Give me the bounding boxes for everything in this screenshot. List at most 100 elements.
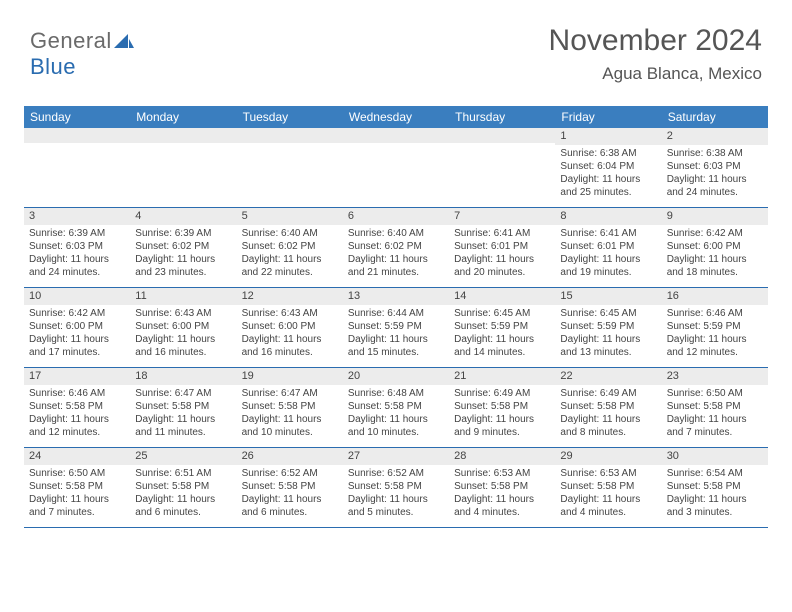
day-number: 27 bbox=[343, 448, 449, 465]
calendar-body: 1Sunrise: 6:38 AMSunset: 6:04 PMDaylight… bbox=[24, 128, 768, 528]
header-right: November 2024 Agua Blanca, Mexico bbox=[549, 24, 762, 84]
day-number: 15 bbox=[555, 288, 661, 305]
dow-row: Sunday Monday Tuesday Wednesday Thursday… bbox=[24, 106, 768, 128]
sunset-text: Sunset: 6:00 PM bbox=[667, 240, 763, 253]
sunrise-text: Sunrise: 6:39 AM bbox=[29, 227, 125, 240]
day-cell bbox=[130, 128, 236, 208]
day-cell: 27Sunrise: 6:52 AMSunset: 5:58 PMDayligh… bbox=[343, 448, 449, 528]
day-number: 21 bbox=[449, 368, 555, 385]
daylight-text: Daylight: 11 hours and 15 minutes. bbox=[348, 333, 444, 359]
day-body: Sunrise: 6:50 AMSunset: 5:58 PMDaylight:… bbox=[662, 385, 768, 447]
day-body: Sunrise: 6:38 AMSunset: 6:04 PMDaylight:… bbox=[555, 145, 661, 207]
sunset-text: Sunset: 6:00 PM bbox=[29, 320, 125, 333]
sunset-text: Sunset: 5:58 PM bbox=[29, 480, 125, 493]
daylight-text: Daylight: 11 hours and 7 minutes. bbox=[29, 493, 125, 519]
day-body bbox=[449, 143, 555, 205]
sunrise-text: Sunrise: 6:43 AM bbox=[242, 307, 338, 320]
day-cell: 30Sunrise: 6:54 AMSunset: 5:58 PMDayligh… bbox=[662, 448, 768, 528]
daylight-text: Daylight: 11 hours and 21 minutes. bbox=[348, 253, 444, 279]
day-number: 12 bbox=[237, 288, 343, 305]
location: Agua Blanca, Mexico bbox=[549, 64, 762, 84]
day-cell: 3Sunrise: 6:39 AMSunset: 6:03 PMDaylight… bbox=[24, 208, 130, 288]
sunrise-text: Sunrise: 6:40 AM bbox=[348, 227, 444, 240]
daylight-text: Daylight: 11 hours and 7 minutes. bbox=[667, 413, 763, 439]
dow-thursday: Thursday bbox=[449, 106, 555, 128]
sunrise-text: Sunrise: 6:51 AM bbox=[135, 467, 231, 480]
day-number: 22 bbox=[555, 368, 661, 385]
day-body: Sunrise: 6:49 AMSunset: 5:58 PMDaylight:… bbox=[449, 385, 555, 447]
daylight-text: Daylight: 11 hours and 6 minutes. bbox=[135, 493, 231, 519]
daylight-text: Daylight: 11 hours and 19 minutes. bbox=[560, 253, 656, 279]
day-body: Sunrise: 6:41 AMSunset: 6:01 PMDaylight:… bbox=[449, 225, 555, 287]
sunrise-text: Sunrise: 6:53 AM bbox=[560, 467, 656, 480]
day-number: 5 bbox=[237, 208, 343, 225]
daylight-text: Daylight: 11 hours and 4 minutes. bbox=[454, 493, 550, 519]
sunset-text: Sunset: 5:58 PM bbox=[135, 400, 231, 413]
day-number: 13 bbox=[343, 288, 449, 305]
day-body bbox=[24, 143, 130, 205]
logo-sail-icon bbox=[114, 34, 134, 50]
sunrise-text: Sunrise: 6:38 AM bbox=[560, 147, 656, 160]
sunrise-text: Sunrise: 6:53 AM bbox=[454, 467, 550, 480]
sunset-text: Sunset: 5:58 PM bbox=[454, 400, 550, 413]
dow-saturday: Saturday bbox=[662, 106, 768, 128]
daylight-text: Daylight: 11 hours and 22 minutes. bbox=[242, 253, 338, 279]
day-cell: 1Sunrise: 6:38 AMSunset: 6:04 PMDaylight… bbox=[555, 128, 661, 208]
daylight-text: Daylight: 11 hours and 11 minutes. bbox=[135, 413, 231, 439]
day-body: Sunrise: 6:45 AMSunset: 5:59 PMDaylight:… bbox=[449, 305, 555, 367]
daylight-text: Daylight: 11 hours and 9 minutes. bbox=[454, 413, 550, 439]
sunrise-text: Sunrise: 6:52 AM bbox=[242, 467, 338, 480]
day-number: 1 bbox=[555, 128, 661, 145]
daylight-text: Daylight: 11 hours and 12 minutes. bbox=[667, 333, 763, 359]
week-row: 3Sunrise: 6:39 AMSunset: 6:03 PMDaylight… bbox=[24, 208, 768, 288]
logo-text-1: General bbox=[30, 28, 112, 53]
day-body bbox=[237, 143, 343, 205]
day-number bbox=[449, 128, 555, 143]
day-body: Sunrise: 6:48 AMSunset: 5:58 PMDaylight:… bbox=[343, 385, 449, 447]
day-cell: 17Sunrise: 6:46 AMSunset: 5:58 PMDayligh… bbox=[24, 368, 130, 448]
week-row: 10Sunrise: 6:42 AMSunset: 6:00 PMDayligh… bbox=[24, 288, 768, 368]
daylight-text: Daylight: 11 hours and 10 minutes. bbox=[348, 413, 444, 439]
day-number: 6 bbox=[343, 208, 449, 225]
day-body: Sunrise: 6:46 AMSunset: 5:58 PMDaylight:… bbox=[24, 385, 130, 447]
day-cell: 12Sunrise: 6:43 AMSunset: 6:00 PMDayligh… bbox=[237, 288, 343, 368]
sunrise-text: Sunrise: 6:50 AM bbox=[29, 467, 125, 480]
sunrise-text: Sunrise: 6:40 AM bbox=[242, 227, 338, 240]
dow-monday: Monday bbox=[130, 106, 236, 128]
dow-tuesday: Tuesday bbox=[237, 106, 343, 128]
day-number: 14 bbox=[449, 288, 555, 305]
day-number bbox=[237, 128, 343, 143]
week-row: 17Sunrise: 6:46 AMSunset: 5:58 PMDayligh… bbox=[24, 368, 768, 448]
day-cell: 10Sunrise: 6:42 AMSunset: 6:00 PMDayligh… bbox=[24, 288, 130, 368]
day-body: Sunrise: 6:49 AMSunset: 5:58 PMDaylight:… bbox=[555, 385, 661, 447]
sunrise-text: Sunrise: 6:44 AM bbox=[348, 307, 444, 320]
day-number: 4 bbox=[130, 208, 236, 225]
day-number: 24 bbox=[24, 448, 130, 465]
sunrise-text: Sunrise: 6:46 AM bbox=[29, 387, 125, 400]
sunset-text: Sunset: 5:58 PM bbox=[242, 400, 338, 413]
day-number: 11 bbox=[130, 288, 236, 305]
day-cell: 16Sunrise: 6:46 AMSunset: 5:59 PMDayligh… bbox=[662, 288, 768, 368]
day-body: Sunrise: 6:41 AMSunset: 6:01 PMDaylight:… bbox=[555, 225, 661, 287]
day-number: 26 bbox=[237, 448, 343, 465]
sunrise-text: Sunrise: 6:45 AM bbox=[560, 307, 656, 320]
day-cell: 21Sunrise: 6:49 AMSunset: 5:58 PMDayligh… bbox=[449, 368, 555, 448]
sunset-text: Sunset: 5:59 PM bbox=[454, 320, 550, 333]
sunrise-text: Sunrise: 6:47 AM bbox=[242, 387, 338, 400]
day-number: 7 bbox=[449, 208, 555, 225]
day-body: Sunrise: 6:47 AMSunset: 5:58 PMDaylight:… bbox=[130, 385, 236, 447]
day-body: Sunrise: 6:47 AMSunset: 5:58 PMDaylight:… bbox=[237, 385, 343, 447]
sunrise-text: Sunrise: 6:47 AM bbox=[135, 387, 231, 400]
day-body: Sunrise: 6:40 AMSunset: 6:02 PMDaylight:… bbox=[237, 225, 343, 287]
daylight-text: Daylight: 11 hours and 3 minutes. bbox=[667, 493, 763, 519]
sunset-text: Sunset: 5:58 PM bbox=[242, 480, 338, 493]
sunrise-text: Sunrise: 6:45 AM bbox=[454, 307, 550, 320]
day-number bbox=[24, 128, 130, 143]
day-body: Sunrise: 6:43 AMSunset: 6:00 PMDaylight:… bbox=[237, 305, 343, 367]
sunrise-text: Sunrise: 6:52 AM bbox=[348, 467, 444, 480]
day-body: Sunrise: 6:52 AMSunset: 5:58 PMDaylight:… bbox=[237, 465, 343, 527]
day-cell: 19Sunrise: 6:47 AMSunset: 5:58 PMDayligh… bbox=[237, 368, 343, 448]
day-cell: 9Sunrise: 6:42 AMSunset: 6:00 PMDaylight… bbox=[662, 208, 768, 288]
sunrise-text: Sunrise: 6:38 AM bbox=[667, 147, 763, 160]
sunset-text: Sunset: 5:58 PM bbox=[667, 480, 763, 493]
